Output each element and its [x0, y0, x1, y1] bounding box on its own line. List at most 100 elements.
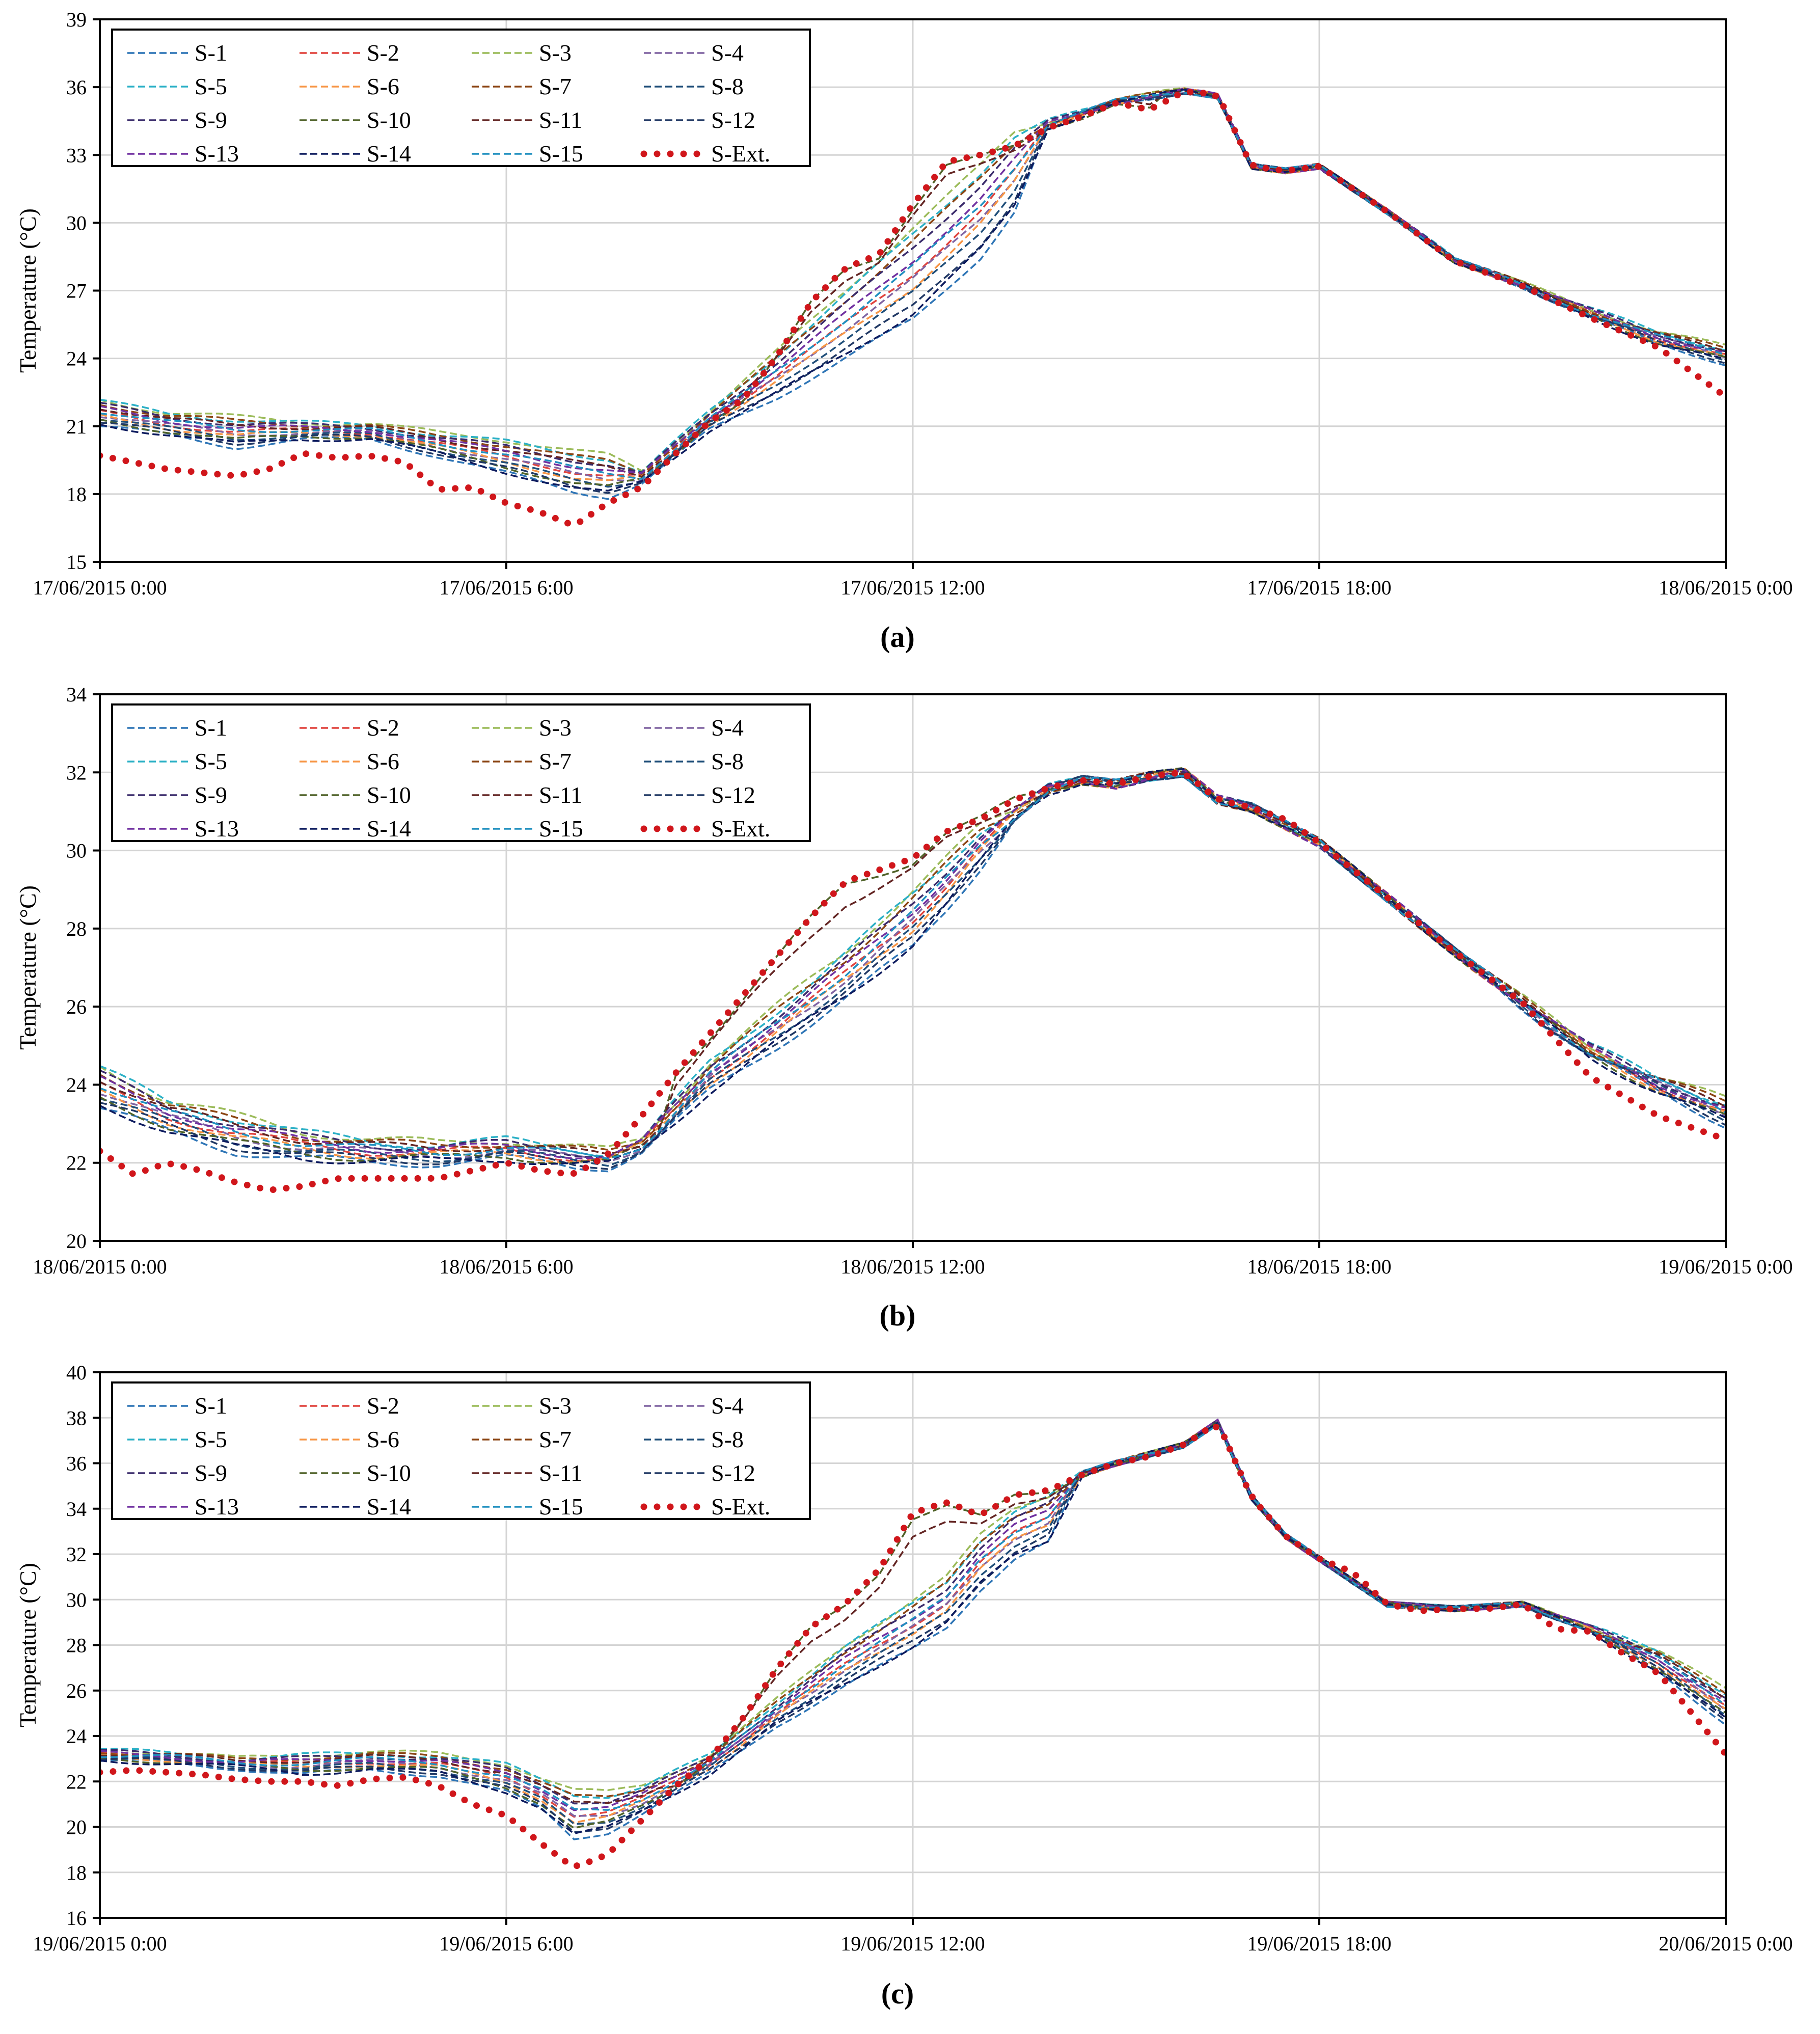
- x-tick-label: 18/06/2015 18:00: [1247, 1255, 1391, 1278]
- y-tick-label: 34: [66, 683, 87, 706]
- legend-label-s-10: S-10: [367, 107, 411, 133]
- y-tick-label: 18: [66, 483, 87, 506]
- y-axis-label: Temperature (°C): [15, 208, 41, 373]
- y-tick-label: 38: [66, 1406, 87, 1429]
- y-tick-label: 32: [66, 761, 87, 784]
- panel-caption: (b): [880, 1299, 916, 1332]
- legend-label-s-1: S-1: [195, 1393, 227, 1419]
- series-s-12-line: [100, 774, 1726, 1170]
- legend-label-s-9: S-9: [195, 107, 227, 133]
- legend-label-s-8: S-8: [711, 748, 744, 774]
- y-tick-label: 40: [66, 1361, 87, 1384]
- y-tick-label: 32: [66, 1543, 87, 1566]
- legend-label-s-9: S-9: [195, 1460, 227, 1486]
- series-s-14-line: [100, 768, 1726, 1165]
- series-s-10-line: [100, 88, 1726, 486]
- chart-b: 20 22 24 26 28 30 32 34 18/06/2015 0:00 18/06/201…: [15, 683, 1793, 1332]
- legend-label-s-1: S-1: [195, 715, 227, 741]
- x-tick-label: 19/06/2015 0:00: [33, 1932, 167, 1955]
- y-tick-label: 28: [66, 917, 87, 940]
- legend-label-s-7: S-7: [539, 748, 572, 774]
- legend-label-s-ext: S-Ext.: [711, 816, 770, 842]
- legend-label-s-3: S-3: [539, 715, 572, 741]
- legend-label-s-1: S-1: [195, 40, 227, 66]
- series-s-8-line: [100, 775, 1726, 1167]
- series-s-9-line: [100, 771, 1726, 1158]
- series-s-11-line: [100, 772, 1726, 1155]
- legend-label-s-10: S-10: [367, 782, 411, 808]
- series-s-15-line: [100, 91, 1726, 480]
- x-tick-label: 18/06/2015 0:00: [1659, 576, 1792, 599]
- y-tick-label: 20: [66, 1816, 87, 1839]
- legend-label-s-14: S-14: [367, 141, 411, 167]
- x-tick-label: 19/06/2015 18:00: [1247, 1932, 1391, 1955]
- series-s-9-line: [100, 89, 1726, 474]
- legend-label-s-9: S-9: [195, 782, 227, 808]
- y-tick-label: 18: [66, 1861, 87, 1884]
- series-s-15-line: [100, 774, 1726, 1160]
- legend-label-s-7: S-7: [539, 1426, 572, 1452]
- legend-label-s-12: S-12: [711, 782, 755, 808]
- y-tick-label: 39: [66, 8, 87, 31]
- legend-label-s-11: S-11: [539, 107, 582, 133]
- x-tick-label: 18/06/2015 6:00: [439, 1255, 573, 1278]
- y-tick-label: 34: [66, 1498, 87, 1521]
- legend-label-s-5: S-5: [195, 1426, 227, 1452]
- panel-caption: (c): [881, 1977, 914, 2010]
- chart-a: 15 18 21 24 27 30 33 36 39 17/06/2015 0:00 17/06/2…: [15, 8, 1793, 654]
- series-s-7-line: [100, 1423, 1726, 1798]
- legend-label-s-ext: S-Ext.: [711, 1494, 770, 1520]
- series-s-10-line: [100, 767, 1726, 1164]
- y-tick-label: 24: [66, 1073, 87, 1096]
- chart-c: 16 18 20 22 24 26 28 30 32 34 36 38 40 19/06/2015 0:0…: [15, 1361, 1793, 2010]
- legend-label-s-5: S-5: [195, 73, 227, 99]
- y-tick-label: 30: [66, 1588, 87, 1611]
- legend-label-s-15: S-15: [539, 141, 583, 167]
- series-s-ext-line: [100, 89, 1726, 528]
- legend-label-s-14: S-14: [367, 1494, 411, 1520]
- series-s-14-line: [100, 1422, 1726, 1835]
- y-tick-label: 36: [66, 76, 87, 99]
- y-tick-label: 22: [66, 1770, 87, 1793]
- y-axis-label: Temperature (°C): [15, 1563, 41, 1727]
- legend-label-s-6: S-6: [367, 1426, 399, 1452]
- legend-label-s-4: S-4: [711, 715, 744, 741]
- x-tick-label: 19/06/2015 0:00: [1659, 1255, 1792, 1278]
- series-s-11-line: [100, 1423, 1726, 1804]
- series-s-3-line: [100, 769, 1726, 1148]
- legend-label-s-2: S-2: [367, 40, 399, 66]
- panel-caption: (a): [880, 620, 915, 654]
- x-tick-label: 20/06/2015 0:00: [1659, 1932, 1792, 1955]
- legend-label-s-15: S-15: [539, 816, 583, 842]
- series-s-13-line: [100, 768, 1726, 1160]
- y-tick-label: 26: [66, 995, 87, 1018]
- legend-label-s-12: S-12: [711, 1460, 755, 1486]
- legend-label-s-6: S-6: [367, 748, 399, 774]
- legend-label-s-ext: S-Ext.: [711, 141, 770, 167]
- y-tick-label: 27: [66, 280, 87, 303]
- series-s-8-line: [100, 1422, 1726, 1825]
- y-tick-label: 36: [66, 1452, 87, 1475]
- legend-label-s-13: S-13: [195, 1494, 239, 1520]
- y-tick-label: 15: [66, 551, 87, 574]
- y-tick-label: 16: [66, 1907, 87, 1930]
- y-tick-label: 24: [66, 347, 87, 370]
- x-tick-label: 17/06/2015 18:00: [1247, 576, 1391, 599]
- y-tick-label: 22: [66, 1152, 87, 1175]
- series-s-8-line: [100, 93, 1726, 488]
- y-tick-label: 21: [66, 415, 87, 438]
- legend-label-s-7: S-7: [539, 73, 572, 99]
- series-s-15-line: [100, 1423, 1726, 1811]
- legend-label-s-10: S-10: [367, 1460, 411, 1486]
- legend-label-s-13: S-13: [195, 141, 239, 167]
- legend-label-s-3: S-3: [539, 40, 572, 66]
- y-tick-label: 26: [66, 1679, 87, 1702]
- x-tick-label: 19/06/2015 6:00: [439, 1932, 573, 1955]
- legend-label-s-14: S-14: [367, 816, 411, 842]
- x-tick-label: 19/06/2015 12:00: [840, 1932, 985, 1955]
- y-axis-label: Temperature (°C): [15, 885, 41, 1050]
- legend-label-s-13: S-13: [195, 816, 239, 842]
- series-s-13-line: [100, 88, 1726, 474]
- legend-label-s-8: S-8: [711, 1426, 744, 1452]
